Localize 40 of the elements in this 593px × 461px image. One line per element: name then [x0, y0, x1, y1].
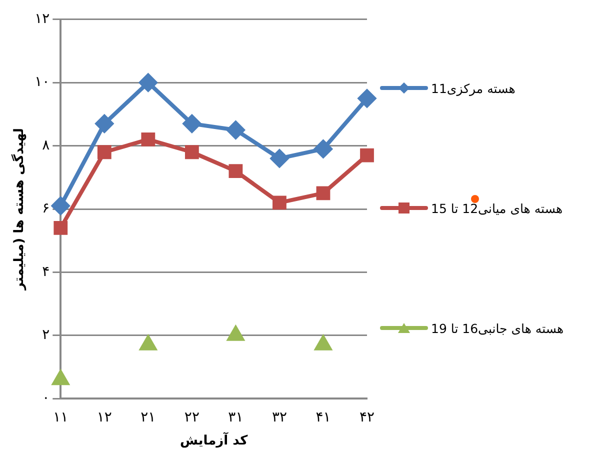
point: [316, 186, 330, 200]
y-tick-label: ۱۲: [34, 11, 50, 28]
y-tick-label: ۰: [42, 390, 50, 406]
point: [272, 196, 286, 210]
point: [270, 149, 288, 168]
point: [228, 164, 243, 178]
legend-label: هسته های جانبی16 تا 19: [431, 320, 564, 336]
y-tick-label: ۱۰: [34, 74, 50, 90]
point: [228, 326, 244, 341]
x-tick-label: ۴۲: [359, 410, 375, 426]
point: [314, 140, 332, 158]
y-axis-title: لهیدگی هسته ها (میلیمتر: [11, 128, 28, 291]
y-tick-label: ۸: [42, 137, 50, 154]
point: [52, 196, 70, 215]
y-tick-label: ۴: [42, 264, 50, 280]
point: [54, 221, 68, 235]
point: [139, 74, 158, 92]
legend-label: هسته مرکزی11: [431, 80, 516, 96]
x-tick-label: ۳۱: [228, 410, 244, 426]
y-tick-label: ۶: [42, 200, 50, 217]
legend-label: هسته های میانی12 تا 15: [431, 200, 563, 216]
point: [226, 121, 245, 139]
x-tick-label: ۳۲: [272, 410, 287, 426]
point: [182, 114, 201, 133]
point: [52, 370, 69, 386]
point: [141, 132, 156, 146]
point: [184, 145, 199, 160]
x-tick-label: ۱۲: [96, 410, 112, 426]
point: [95, 114, 114, 133]
point: [97, 145, 112, 160]
x-tick-label: ۲۱: [140, 410, 156, 426]
x-axis-title: کد آزمایش: [180, 432, 248, 449]
point: [360, 148, 374, 162]
point: [140, 336, 156, 350]
x-tick-label: ۴۱: [316, 410, 331, 426]
x-tick-label: ۲۲: [184, 410, 200, 426]
y-tick-label: ۲: [42, 327, 50, 344]
point: [315, 336, 332, 350]
x-tick-label: ۱۱: [53, 410, 68, 426]
point: [358, 89, 376, 108]
